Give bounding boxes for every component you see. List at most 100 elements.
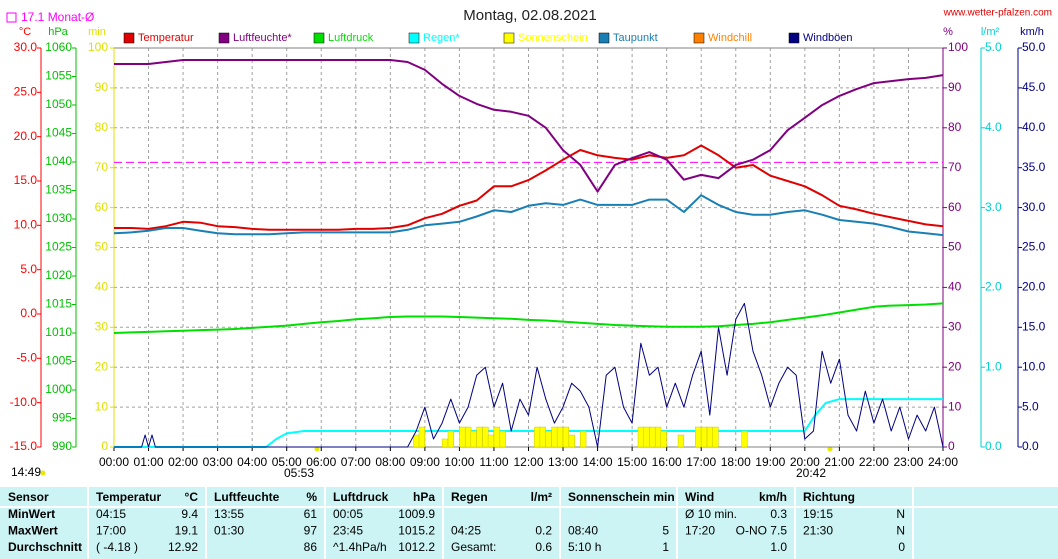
sunshine-bar (465, 426, 472, 448)
axis-unit: hPa (48, 26, 68, 38)
sunshine-bar (418, 426, 426, 448)
y-tick-label: 50.0 (1022, 40, 1046, 54)
table-cell-value: 1.0 (770, 540, 787, 554)
sunshine-bar (493, 426, 500, 448)
table-cell-time: 01:30 (214, 524, 244, 538)
legend-swatch (123, 32, 135, 44)
table-cell-time: 17:00 (96, 524, 126, 538)
y-tick-label: 90 (948, 80, 962, 94)
series-line (114, 302, 944, 448)
table-cell-time: 13:55 (214, 507, 244, 521)
table-cell-time: Gesamt: (451, 540, 496, 554)
legend-swatch (693, 32, 705, 44)
sunshine-bar (459, 426, 466, 448)
sunset: 20:42 (796, 466, 826, 480)
sunshine-bar (655, 426, 662, 448)
axis-unit: min (88, 26, 106, 38)
table-header: Temperatur (96, 490, 161, 504)
legend-label: Sonnenschein (518, 32, 588, 44)
y-tick-label: 10 (948, 399, 962, 413)
y-tick-label: 30.0 (14, 40, 38, 54)
legend-swatch (408, 32, 420, 44)
axis-unit: °C (19, 26, 31, 38)
legend-label: Windchill (708, 32, 752, 44)
table-header: Luftdruck (333, 490, 389, 504)
table-header: Regen (451, 490, 488, 504)
sunshine-bar (556, 426, 564, 448)
y-tick-label: 1015 (45, 297, 72, 311)
y-tick-label: 0.0 (1022, 439, 1039, 453)
legend-swatch (313, 32, 325, 44)
day-length: 14:49 (11, 465, 41, 479)
table-cell-value: 1009.9 (398, 507, 435, 521)
y-tick-label: -15.0 (10, 439, 38, 453)
table-cell-time: 19:15 (803, 507, 833, 521)
y-tick-label: 995 (52, 411, 72, 425)
sunshine-bar (677, 434, 685, 448)
x-tick-label: 14:00 (583, 455, 613, 469)
sunshine-bar (534, 426, 541, 448)
y-tick-label: 1020 (45, 268, 72, 282)
x-tick-label: 20:00 (790, 455, 820, 469)
table-header: Wind (685, 490, 714, 504)
table-cell-time: 00:05 (333, 507, 363, 521)
table-header-unit: l/m² (531, 490, 552, 504)
table-cell-time: 08:40 (568, 524, 598, 538)
y-tick-label: 90 (95, 80, 109, 94)
y-tick-label: 990 (52, 439, 72, 453)
x-tick-label: 23:00 (893, 455, 923, 469)
legend-label: Luftfeuchte* (233, 32, 292, 44)
table-cell-time: Ø 10 min. (685, 507, 737, 521)
table-row-label: MinWert (8, 507, 55, 521)
x-tick-label: 09:00 (410, 455, 440, 469)
y-tick-label: 70 (948, 160, 962, 174)
source: www.wetter-pfalzen.com (943, 8, 1052, 19)
sunshine-bar (562, 426, 570, 448)
y-tick-label: 100 (948, 40, 968, 54)
table-cell-time: 21:30 (803, 524, 833, 538)
sunshine-bar (649, 426, 656, 448)
series-line (113, 302, 944, 334)
x-tick-label: 07:00 (341, 455, 371, 469)
y-tick-label: 1050 (45, 97, 72, 111)
y-tick-label: 40 (948, 280, 962, 294)
table-cell-value: 1 (662, 540, 669, 554)
y-tick-label: 0 (101, 439, 108, 453)
table-header-unit: % (306, 490, 317, 504)
table-cell-value: 86 (304, 540, 318, 554)
x-tick-label: 05:00 (272, 455, 302, 469)
y-tick-label: 1.0 (985, 359, 1002, 373)
table-cell-value: 0 (898, 540, 905, 554)
table-cell-value: 5 (662, 524, 669, 538)
y-tick-label: 0 (948, 439, 955, 453)
sunshine-bar (545, 430, 552, 448)
table-cell-time: ^1.4hPa/h (333, 540, 387, 554)
sunshine-bar (643, 426, 650, 448)
y-tick-label: 45.0 (1022, 80, 1046, 94)
table-cell-value: 12.92 (168, 540, 198, 554)
axis-unit: km/h (1020, 26, 1044, 38)
table-row-label: Durchschnitt (8, 540, 82, 554)
sunset-marker (827, 446, 833, 452)
table-bg (0, 487, 1058, 559)
table-cell-time: 04:15 (96, 507, 126, 521)
y-tick-label: 0.0 (20, 306, 37, 320)
sunshine-bar (441, 438, 449, 448)
reference-swatch (6, 12, 17, 23)
chart-title: Montag, 02.08.2021 (463, 7, 596, 24)
y-tick-label: 1005 (45, 354, 72, 368)
table-cell-value: 0.3 (770, 507, 787, 521)
series-line (114, 59, 944, 193)
y-tick-label: 20.0 (14, 129, 38, 143)
sunshine-bar (476, 426, 483, 448)
series-line (113, 194, 944, 237)
x-tick-label: 12:00 (513, 455, 543, 469)
y-tick-label: 0.0 (985, 439, 1002, 453)
y-tick-label: 5.0 (1022, 399, 1039, 413)
reference-label: 17.1 Monat-Ø (21, 10, 94, 24)
sunshine-bar (487, 434, 495, 448)
table-cell-time: 04:25 (451, 524, 481, 538)
y-tick-label: 30 (95, 319, 109, 333)
table-cell-value: 19.1 (175, 524, 199, 538)
